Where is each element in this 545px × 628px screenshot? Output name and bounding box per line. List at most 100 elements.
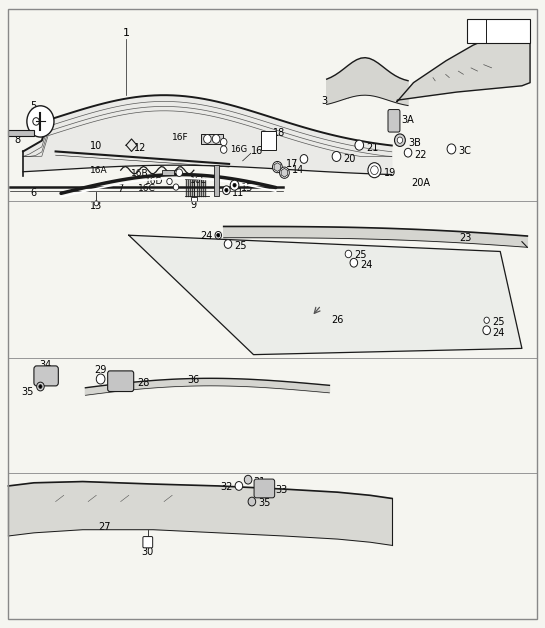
Text: 25: 25 [234, 242, 247, 251]
Circle shape [280, 167, 289, 178]
Text: 28: 28 [137, 378, 149, 387]
Text: 16D: 16D [144, 177, 163, 186]
Text: 16B: 16B [131, 170, 149, 178]
Circle shape [404, 148, 412, 157]
Text: 17: 17 [286, 159, 299, 169]
Text: 26: 26 [331, 315, 344, 325]
Text: 20A: 20A [411, 178, 430, 188]
Text: 15: 15 [241, 183, 253, 193]
FancyBboxPatch shape [108, 371, 134, 391]
Circle shape [233, 183, 236, 187]
Text: 21: 21 [366, 143, 378, 153]
Text: 16G: 16G [200, 134, 217, 143]
Text: 3A: 3A [401, 115, 414, 125]
Circle shape [272, 161, 282, 173]
Polygon shape [129, 236, 522, 355]
Circle shape [447, 144, 456, 154]
Text: 35: 35 [258, 499, 271, 509]
Circle shape [332, 151, 341, 161]
Circle shape [244, 475, 252, 484]
FancyBboxPatch shape [261, 131, 276, 150]
Text: 9: 9 [191, 200, 197, 210]
Polygon shape [397, 23, 530, 102]
Circle shape [484, 317, 489, 323]
FancyBboxPatch shape [34, 366, 58, 386]
Text: 3B: 3B [408, 138, 421, 148]
Text: 16E: 16E [190, 176, 208, 185]
Circle shape [300, 154, 308, 163]
Text: 24: 24 [201, 232, 213, 242]
Bar [467, 19, 530, 43]
Circle shape [167, 178, 172, 185]
Circle shape [224, 240, 232, 248]
Text: 10: 10 [90, 141, 102, 151]
Text: 33: 33 [275, 485, 287, 495]
Bar [191, 197, 197, 202]
Circle shape [176, 169, 183, 176]
Circle shape [217, 234, 220, 237]
Text: 12: 12 [134, 143, 147, 153]
Circle shape [94, 201, 99, 206]
Text: 2: 2 [473, 26, 479, 36]
Circle shape [345, 250, 352, 257]
Polygon shape [86, 378, 329, 395]
Text: 14: 14 [292, 165, 304, 175]
Circle shape [235, 482, 243, 490]
Circle shape [37, 382, 44, 391]
Text: 20: 20 [343, 154, 355, 164]
Bar [162, 170, 174, 175]
Text: 3: 3 [321, 97, 327, 106]
Text: 3: 3 [502, 26, 508, 36]
Circle shape [225, 188, 228, 192]
Text: 16: 16 [251, 146, 263, 156]
Text: 36: 36 [188, 375, 200, 384]
Circle shape [173, 184, 179, 190]
Circle shape [483, 326, 490, 335]
Text: 35: 35 [22, 386, 34, 396]
Text: 16G: 16G [230, 145, 247, 154]
Circle shape [220, 146, 227, 153]
Text: 16F: 16F [172, 133, 189, 142]
Text: 8: 8 [15, 135, 21, 145]
Text: 5: 5 [30, 101, 36, 111]
Text: 1: 1 [123, 28, 130, 38]
Polygon shape [23, 95, 392, 175]
Circle shape [395, 134, 405, 146]
Text: 16A: 16A [89, 166, 107, 175]
Text: 25: 25 [354, 250, 366, 260]
Circle shape [397, 137, 403, 143]
Circle shape [33, 117, 39, 125]
Text: 34: 34 [39, 360, 52, 371]
FancyBboxPatch shape [143, 536, 153, 548]
Text: 30: 30 [142, 546, 154, 556]
Bar [201, 134, 222, 144]
Bar [214, 165, 219, 197]
Text: 25: 25 [492, 317, 505, 327]
Text: 6: 6 [31, 188, 37, 198]
Text: 18: 18 [272, 127, 284, 138]
Circle shape [355, 140, 364, 150]
FancyBboxPatch shape [254, 479, 275, 498]
Circle shape [96, 374, 105, 384]
Text: 24: 24 [360, 260, 373, 270]
Text: 19: 19 [384, 168, 396, 178]
Circle shape [368, 163, 381, 178]
Circle shape [39, 385, 42, 388]
Circle shape [204, 134, 211, 143]
Polygon shape [8, 482, 392, 545]
Text: 22: 22 [415, 150, 427, 160]
Text: 13: 13 [90, 202, 102, 212]
Text: 3C: 3C [458, 146, 471, 156]
Bar [8, 130, 34, 136]
Circle shape [27, 106, 54, 137]
Polygon shape [326, 58, 408, 106]
FancyBboxPatch shape [388, 109, 400, 132]
Circle shape [213, 134, 220, 143]
Text: 27: 27 [98, 522, 111, 531]
Polygon shape [223, 227, 528, 247]
Circle shape [215, 232, 221, 239]
Text: 24: 24 [492, 328, 505, 338]
Circle shape [230, 180, 239, 190]
Text: 32: 32 [220, 482, 232, 492]
Circle shape [350, 258, 358, 267]
